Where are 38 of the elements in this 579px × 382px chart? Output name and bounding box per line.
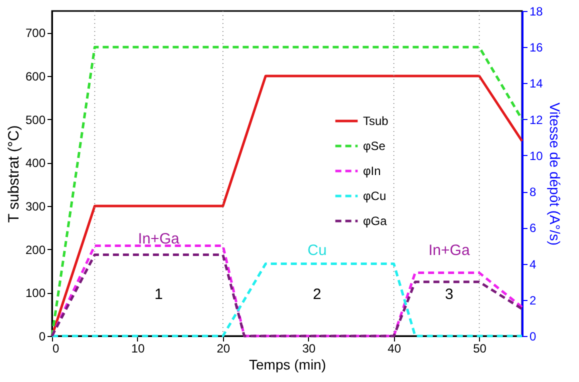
y2-axis-title: Vitesse de dépôt (A°/s): [546, 102, 563, 246]
y2-tick-label: 8: [530, 185, 536, 200]
y2-tick-label: 2: [530, 293, 536, 308]
y2-tick-label: 6: [530, 221, 536, 236]
annotation: In+Ga: [428, 242, 470, 259]
legend-label: φGa: [363, 214, 388, 228]
x-tick-label: 20: [216, 342, 230, 356]
annotation: 2: [312, 286, 322, 303]
y-tick-label: 700: [25, 26, 46, 40]
legend-label: φIn: [363, 164, 381, 178]
y-tick-label: 400: [25, 156, 46, 170]
annotation: Cu: [307, 242, 327, 259]
annotation: 1: [154, 286, 163, 303]
x-tick-label: 10: [131, 342, 145, 356]
y-tick-label: 500: [25, 112, 46, 127]
y2-tick-label: 10: [530, 148, 544, 163]
y-tick-label: 0: [38, 330, 46, 344]
y2-tick-label: 14: [530, 76, 544, 91]
legend-label: Tsub: [363, 114, 389, 128]
y-tick-label: 300: [25, 200, 46, 214]
y-axis-title: T substrat (°C): [5, 125, 22, 223]
y2-tick-label: 18: [530, 4, 544, 18]
y2-tick-label: 4: [530, 257, 536, 272]
y2-tick-label: 0: [530, 330, 536, 344]
y-tick-label: 600: [25, 70, 46, 84]
y-tick-label: 200: [25, 242, 46, 257]
y-tick-label: 100: [25, 286, 46, 300]
legend-label: φCu: [363, 189, 386, 203]
annotation: In+Ga: [138, 230, 180, 248]
annotation: 3: [444, 286, 454, 303]
legend-label: φSe: [363, 139, 386, 153]
y2-tick-label: 16: [530, 40, 544, 55]
x-tick-label: 40: [388, 342, 402, 356]
x-axis-title: Temps (min): [248, 356, 326, 372]
y2-tick-label: 12: [530, 112, 544, 127]
x-tick-label: 50: [473, 342, 487, 356]
x-tick-label: 0: [52, 342, 60, 356]
x-tick-label: 30: [302, 342, 316, 356]
